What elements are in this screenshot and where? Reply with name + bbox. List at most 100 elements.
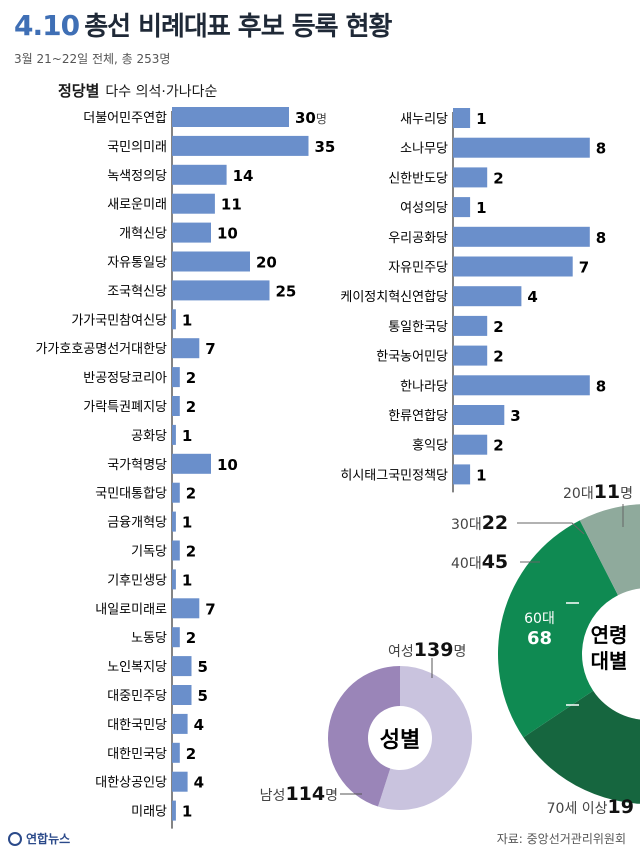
title-date: 4.10: [14, 9, 80, 42]
party-bar-left-category-label: 가락특권폐지당: [83, 400, 167, 415]
party-bar-left-bar: [172, 713, 188, 734]
party-bar-left-bar: [172, 107, 289, 127]
title-text: 총선 비례대표 후보 등록 현황: [84, 12, 392, 42]
party-bar-left-category-label: 가가국민참여신당: [71, 313, 167, 328]
party-bar-right-value-label: 4: [527, 288, 537, 306]
party-bar-left-bar: [172, 222, 211, 243]
party-bar-right-value-label: 8: [596, 377, 606, 395]
party-bar-right-bar: [453, 108, 471, 128]
party-bar-right-value-label: 8: [596, 229, 606, 247]
party-bar-right-value-label: 2: [493, 318, 503, 336]
age-outer-label-value: 19: [608, 796, 634, 818]
party-bar-left-bar: [172, 135, 309, 156]
party-bar-right-value-label: 7: [579, 259, 589, 277]
party-bar-left-bar: [172, 164, 227, 185]
gender-chart-title: 성별: [380, 728, 420, 753]
age-outer-label: 40대45: [451, 551, 508, 573]
party-bar-left-category-label: 노동당: [131, 631, 167, 646]
party-bar-left-value-label: 11: [221, 196, 242, 214]
party-bar-left-bar: [172, 685, 192, 705]
party-bar-left-value-label: 7: [205, 340, 215, 358]
party-bar-right-category-label: 통일한국당: [388, 320, 448, 335]
party-bar-right-category-label: 한나라당: [400, 379, 448, 394]
party-bar-right-value-label: 1: [476, 199, 486, 217]
party-bar-left-category-label: 반공정당코리아: [83, 371, 167, 386]
party-bar-left-bar: [172, 598, 200, 619]
party-bar-right-category-label: 소나무당: [400, 142, 448, 157]
gender-label-category: 남성: [260, 788, 286, 804]
party-bar-left-category-label: 녹색정의당: [107, 169, 167, 184]
party-bar-left-value-label: 2: [186, 369, 196, 387]
party-bar-right-category-label: 한류연합당: [388, 409, 448, 424]
party-bar-right-bar: [453, 405, 505, 425]
party-bar-left-category-label: 대한민국당: [107, 747, 167, 762]
party-bar-left-bar: [172, 424, 176, 445]
age-outer-label-value: 11: [594, 481, 620, 503]
party-bar-right-category-label: 히시태그국민정책당: [340, 468, 448, 483]
party-bar-left-bar: [172, 742, 180, 763]
party-bar-left-category-label: 국민의미래: [107, 140, 167, 155]
party-bar-right-value-label: 2: [493, 437, 503, 455]
age-slice: [523, 690, 640, 804]
age-outer-label-value: 22: [482, 512, 508, 534]
age-outer-label-category: 30대: [451, 517, 482, 533]
party-bar-left-value-label: 25: [276, 282, 297, 300]
party-bar-left-value-label: 1: [182, 427, 192, 445]
party-bar-right-category-label: 우리공화당: [388, 231, 448, 246]
party-bar-right-bar: [453, 434, 488, 455]
party-bar-left-bar: [172, 627, 180, 648]
party-bar-left-category-label: 국민대통합당: [95, 487, 167, 502]
party-bar-left-bar: [172, 309, 176, 330]
party-bar-left-bar: [172, 800, 176, 821]
party-bar-left-value-label: 7: [205, 600, 215, 618]
party-section-label: 정당별: [58, 82, 100, 100]
party-bar-left-value-label: 30명: [295, 109, 327, 127]
gender-label-value: 114: [285, 783, 325, 805]
party-bar-left-value-label: 1: [182, 514, 192, 532]
party-bar-left-bar: [172, 656, 192, 677]
gender-label: 여성139명: [388, 639, 466, 661]
gender-label: 남성114명: [260, 783, 338, 805]
party-bar-left-value-label: 1: [182, 571, 192, 589]
party-section-heading: 정당별 다수 의석·가나다순: [58, 80, 217, 101]
party-bar-left-category-label: 기후민생당: [107, 573, 167, 588]
party-section-note: 다수 의석·가나다순: [105, 84, 218, 100]
age-outer-label: 30대22: [451, 512, 508, 534]
party-bar-left-bar: [172, 367, 180, 388]
party-bar-right-bar: [453, 464, 471, 485]
party-bar-left-category-label: 기독당: [131, 545, 167, 560]
party-bar-right-bar: [453, 226, 590, 247]
party-bar-left-category-label: 가가호호공명선거대한당: [35, 342, 167, 357]
party-bar-left-value-label: 2: [186, 398, 196, 416]
party-bar-right-category-label: 한국농어민당: [376, 350, 448, 365]
party-bar-right-value-label: 1: [476, 466, 486, 484]
gender-label-category: 여성: [388, 644, 414, 660]
age-slice: [579, 504, 640, 596]
credit-text: 연합뉴스: [26, 832, 71, 846]
party-bar-left-category-label: 금융개혁당: [107, 516, 167, 531]
party-bar-left-value-label: 5: [198, 687, 208, 705]
source-note: 자료: 중앙선거관리위원회: [496, 832, 626, 846]
gender-slice: [328, 666, 400, 807]
age-outer-label-category: 70세 이상: [547, 801, 608, 817]
gender-label-unit: 명: [325, 788, 338, 804]
age-slice: [498, 520, 619, 738]
party-bar-right-bar: [453, 375, 590, 396]
party-bar-left-value-label: 35: [315, 138, 336, 156]
party-bar-right-value-label: 1: [476, 110, 486, 128]
gender-slice: [378, 666, 473, 810]
party-bar-left-category-label: 노인복지당: [107, 660, 167, 675]
party-bar-left-category-label: 공화당: [131, 429, 167, 444]
party-bar-left-category-label: 국가혁명당: [107, 458, 167, 473]
party-bar-left-bar: [172, 193, 215, 214]
age-outer-label-category: 20대: [563, 486, 594, 502]
party-bar-right-category-label: 신한반도당: [388, 171, 448, 186]
party-bar-left-unit-label: 명: [316, 112, 327, 126]
party-bar-left-value-label: 4: [194, 716, 204, 734]
party-bar-left-value-label: 4: [194, 774, 204, 792]
party-bar-left-bar: [172, 771, 188, 792]
party-bar-right-value-label: 2: [493, 169, 503, 187]
party-bar-left-value-label: 5: [198, 658, 208, 676]
party-bar-right-category-label: 자유민주당: [388, 261, 448, 276]
